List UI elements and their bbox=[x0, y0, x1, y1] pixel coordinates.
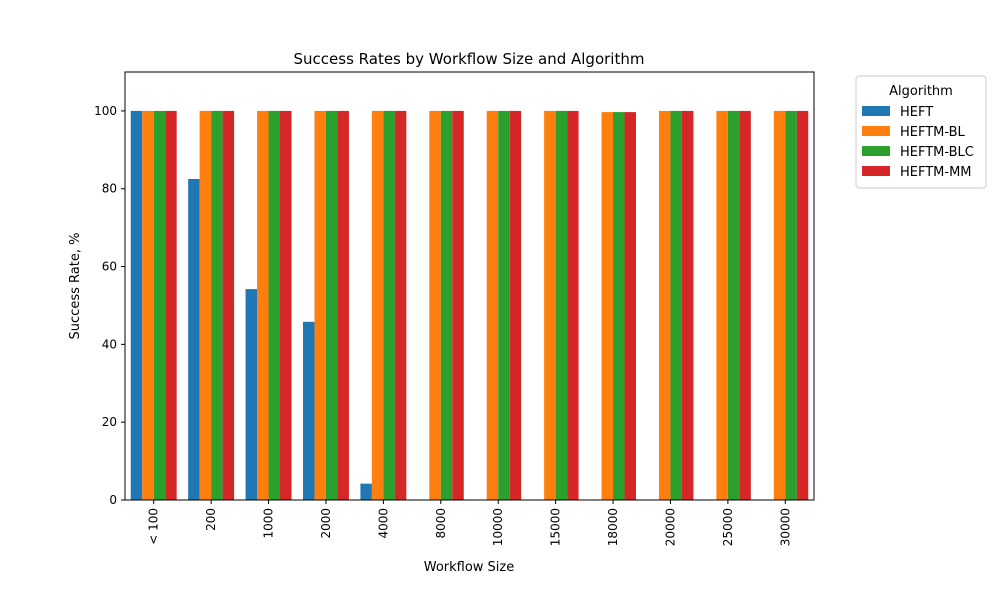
bar-heftm-mm-2000 bbox=[337, 110, 349, 500]
bar-heftm-bl-18000 bbox=[601, 112, 614, 500]
legend-box bbox=[855, 75, 987, 189]
bar-heftm-bl-100 bbox=[142, 110, 154, 500]
bar-heftm-blc-10000 bbox=[498, 110, 510, 500]
bar-heftm-blc-20000 bbox=[670, 110, 682, 500]
bar-heftm-mm-18000 bbox=[624, 112, 636, 500]
bar-heft-4000 bbox=[360, 483, 372, 500]
x-axis-ticks: < 100 200 1000 2000 4000 8000 10000 15000 18000 2… bbox=[147, 500, 792, 546]
x-tick-label: 18000 bbox=[606, 508, 620, 546]
bar-heftm-mm-20000 bbox=[681, 110, 694, 500]
bar-heftm-bl-15000 bbox=[544, 110, 556, 500]
x-tick-label: 30000 bbox=[778, 508, 792, 546]
bar-heftm-mm-4000 bbox=[394, 110, 407, 500]
bar-heftm-bl-30000 bbox=[773, 110, 786, 500]
bar-heftm-mm-10000 bbox=[509, 110, 522, 500]
bar-heftm-blc-200 bbox=[211, 110, 223, 500]
x-axis-title: Workflow Size bbox=[424, 560, 515, 575]
legend-label-heftm-mm: HEFTM-MM bbox=[900, 165, 972, 180]
bar-heftm-bl-20000 bbox=[658, 110, 671, 500]
legend-swatch-heftm-bl bbox=[862, 126, 890, 136]
bar-heft-200 bbox=[188, 179, 200, 500]
bar-heftm-mm-100 bbox=[165, 110, 177, 500]
bar-heftm-blc-30000 bbox=[785, 110, 797, 500]
legend-swatch-heft bbox=[862, 106, 890, 116]
legend-label-heftm-blc: HEFTM-BLC bbox=[900, 145, 974, 160]
bar-heftm-mm-200 bbox=[222, 110, 235, 500]
legend-label-heft: HEFT bbox=[900, 105, 933, 120]
x-tick-label: 1000 bbox=[262, 508, 276, 539]
y-tick-label: 20 bbox=[102, 415, 117, 429]
y-axis-ticks: 0 20 40 60 80 100 bbox=[94, 104, 125, 507]
bar-heftm-bl-4000 bbox=[371, 110, 384, 500]
y-tick-label: 0 bbox=[109, 493, 117, 507]
x-tick-label: 2000 bbox=[319, 508, 333, 539]
legend: Algorithm HEFT HEFTM-BL HEFTM-BLC HEFTM-MM bbox=[855, 75, 987, 189]
chart-title: Success Rates by Workflow Size and Algor… bbox=[294, 50, 645, 68]
legend-title: Algorithm bbox=[889, 84, 953, 99]
y-tick-label: 40 bbox=[102, 337, 117, 351]
bar-heft-2000 bbox=[302, 321, 315, 500]
y-axis-title: Success Rate, % bbox=[68, 233, 83, 340]
x-tick-label: 15000 bbox=[549, 508, 563, 546]
bar-heftm-blc-8000 bbox=[440, 110, 453, 500]
y-tick-label: 100 bbox=[94, 104, 117, 118]
bar-heftm-blc-25000 bbox=[727, 110, 740, 500]
bar-heftm-bl-1000 bbox=[257, 110, 269, 500]
x-tick-label: 200 bbox=[204, 508, 218, 531]
bar-heftm-mm-25000 bbox=[739, 110, 751, 500]
bar-heftm-mm-30000 bbox=[796, 110, 809, 500]
legend-label-heftm-bl: HEFTM-BL bbox=[900, 125, 966, 140]
bar-heftm-bl-8000 bbox=[429, 110, 441, 500]
bar-heft-1000 bbox=[245, 289, 258, 500]
bar-heftm-blc-2000 bbox=[325, 110, 338, 500]
bar-heft-100 bbox=[130, 110, 143, 500]
y-tick-label: 80 bbox=[102, 182, 117, 196]
plot-frame bbox=[124, 71, 815, 501]
legend-items: HEFT HEFTM-BL HEFTM-BLC HEFTM-MM bbox=[862, 105, 974, 180]
bar-heftm-bl-200 bbox=[199, 110, 212, 500]
bar-heftm-bl-10000 bbox=[486, 110, 499, 500]
x-tick-label: < 100 bbox=[147, 508, 161, 545]
bar-heftm-mm-1000 bbox=[280, 110, 292, 500]
y-tick-label: 60 bbox=[102, 260, 117, 274]
bar-heftm-blc-18000 bbox=[613, 112, 625, 500]
bar-heftm-blc-4000 bbox=[383, 110, 395, 500]
bar-heftm-bl-2000 bbox=[314, 110, 326, 500]
bar-heftm-mm-8000 bbox=[452, 110, 464, 500]
x-tick-label: 10000 bbox=[491, 508, 505, 546]
legend-swatch-heftm-blc bbox=[862, 146, 890, 156]
bar-heftm-mm-15000 bbox=[567, 110, 579, 500]
x-tick-label: 8000 bbox=[434, 508, 448, 539]
x-tick-label: 4000 bbox=[376, 508, 390, 539]
bar-heftm-blc-100 bbox=[153, 110, 166, 500]
bars-layer bbox=[130, 110, 809, 500]
bar-heftm-blc-15000 bbox=[555, 110, 568, 500]
x-tick-label: 20000 bbox=[663, 508, 677, 546]
bar-heftm-blc-1000 bbox=[268, 110, 281, 500]
x-tick-label: 25000 bbox=[721, 508, 735, 546]
bar-heftm-bl-25000 bbox=[716, 110, 728, 500]
legend-swatch-heftm-mm bbox=[862, 166, 890, 176]
